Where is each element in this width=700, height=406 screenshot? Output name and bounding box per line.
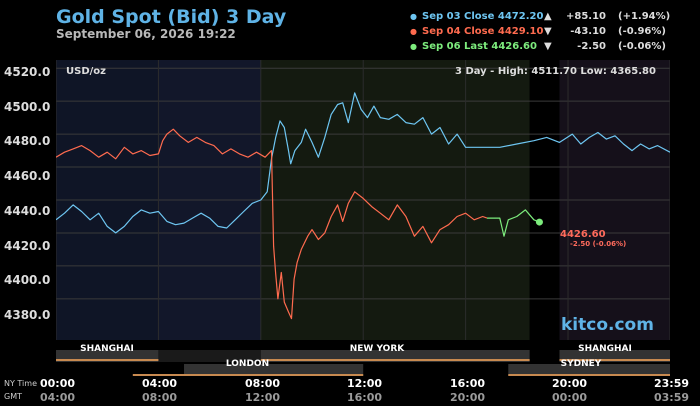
xtick-gmt-label: 00:00 [552, 391, 588, 404]
legend-label: Sep 03 Close 4472.20 [422, 11, 544, 22]
session-label-new-york: NEW YORK [349, 344, 405, 354]
session-bar [508, 364, 670, 376]
session-label-shanghai: SHANGHAI [80, 344, 134, 354]
legend-arrow: ▼ [544, 26, 552, 37]
ytick-label: 4400.0 [4, 273, 51, 287]
xtick-gmt-label: 20:00 [450, 391, 486, 404]
xtick-gmt-label: 04:00 [40, 391, 76, 404]
legend-label: Sep 04 Close 4429.10 [422, 26, 544, 37]
legend-label: Sep 06 Last 4426.60 [422, 41, 537, 52]
ytick-label: 4520.0 [4, 65, 51, 79]
xtick-ny-label: 23:59 [654, 377, 690, 390]
session-underline [559, 359, 670, 361]
legend-change: -2.50 [577, 41, 606, 52]
plot-area [56, 60, 670, 376]
legend-pct: (-0.06%) [618, 41, 666, 52]
session-bar [184, 364, 364, 376]
xtick-ny-label: 12:00 [347, 377, 383, 390]
ytick-label: 4500.0 [4, 100, 51, 114]
series-line-1 [56, 128, 488, 320]
ny-time-label: NY Time [4, 379, 37, 388]
xtick-gmt-label: 03:59 [654, 391, 690, 404]
session-bar [158, 350, 261, 362]
series-line-0 [56, 92, 670, 234]
legend-dot: ● [410, 27, 417, 36]
ytick-label: 4480.0 [4, 134, 51, 148]
session-label-sydney: SYDNEY [560, 359, 602, 369]
xtick-ny-label: 16:00 [450, 377, 486, 390]
session-underline [508, 374, 670, 376]
chart-datetime: September 06, 2026 19:22 [56, 27, 236, 41]
legend-pct: (+1.94%) [618, 11, 671, 22]
legend-change: +85.10 [565, 11, 606, 22]
last-price-marker [535, 218, 543, 226]
xtick-ny-label: 08:00 [245, 377, 281, 390]
session-label-london: LONDON [225, 359, 270, 369]
ytick-label: 4460.0 [4, 169, 51, 183]
gmt-label: GMT [4, 392, 22, 401]
series-line-2 [487, 209, 540, 237]
last-change-label: -2.50 (-0.06%) [570, 240, 627, 248]
ytick-label: 4440.0 [4, 204, 51, 218]
session-underline [56, 359, 159, 361]
legend-arrow: ▲ [544, 11, 552, 22]
kitco-watermark: kitco.com [561, 315, 654, 335]
xtick-gmt-label: 08:00 [142, 391, 178, 404]
legend-dot: ● [410, 12, 417, 21]
chart-title: Gold Spot (Bid) 3 Day [56, 6, 287, 28]
xtick-gmt-label: 16:00 [347, 391, 383, 404]
range-label: 3 Day - High: 4511.70 Low: 4365.80 [455, 66, 656, 77]
session-underline [260, 359, 530, 361]
xtick-gmt-label: 12:00 [245, 391, 281, 404]
ytick-label: 4380.0 [4, 308, 51, 322]
legend-dot: ● [410, 42, 417, 51]
legend-pct: (-0.96%) [618, 26, 666, 37]
ytick-label: 4420.0 [4, 239, 51, 253]
xtick-ny-label: 04:00 [142, 377, 178, 390]
unit-label: USD/oz [66, 66, 106, 77]
last-price-label: 4426.60 [560, 229, 606, 240]
legend-arrow: ▼ [544, 41, 552, 52]
xtick-ny-label: 20:00 [552, 377, 588, 390]
xtick-ny-label: 00:00 [40, 377, 76, 390]
session-underline [132, 374, 364, 376]
session-label-shanghai: SHANGHAI [578, 344, 632, 354]
legend-change: -43.10 [570, 26, 606, 37]
